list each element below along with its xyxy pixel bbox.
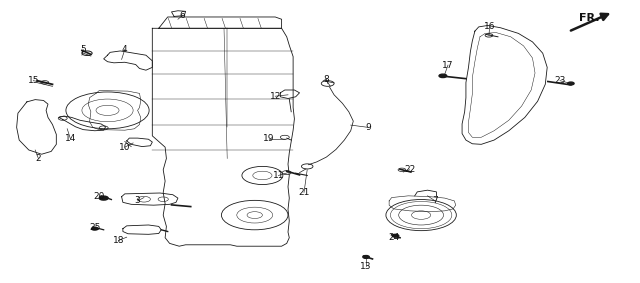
Circle shape [568, 82, 574, 85]
Text: 3: 3 [135, 196, 140, 205]
Text: 2: 2 [36, 154, 41, 163]
Text: 9: 9 [365, 123, 371, 132]
Circle shape [99, 196, 108, 200]
Text: 20: 20 [93, 192, 105, 201]
Text: 25: 25 [89, 223, 100, 232]
Text: 12: 12 [269, 92, 281, 101]
Text: 8: 8 [324, 75, 329, 84]
Text: 6: 6 [180, 11, 185, 20]
Text: 18: 18 [113, 236, 124, 245]
Text: 5: 5 [81, 45, 86, 54]
Circle shape [363, 256, 369, 258]
Text: 21: 21 [298, 188, 310, 197]
Circle shape [439, 74, 447, 78]
Text: 10: 10 [119, 143, 131, 152]
Text: 13: 13 [360, 261, 372, 271]
Text: 4: 4 [122, 45, 127, 54]
Text: 7: 7 [433, 196, 438, 205]
Text: 19: 19 [263, 134, 275, 143]
Circle shape [92, 227, 98, 230]
Text: 17: 17 [442, 61, 454, 70]
Text: 15: 15 [28, 76, 39, 85]
Text: 23: 23 [554, 76, 566, 85]
Circle shape [392, 234, 399, 237]
Text: 24: 24 [388, 233, 399, 242]
Text: 16: 16 [484, 22, 495, 31]
Text: 11: 11 [273, 171, 284, 180]
Text: FR.: FR. [579, 13, 599, 23]
Text: 14: 14 [65, 134, 76, 143]
Text: 22: 22 [404, 165, 415, 174]
